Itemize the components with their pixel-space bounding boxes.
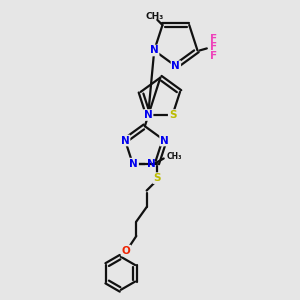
- Text: N: N: [121, 136, 130, 146]
- Text: F: F: [211, 34, 218, 44]
- Text: F: F: [211, 51, 218, 61]
- Text: S: S: [169, 110, 176, 120]
- Text: S: S: [153, 173, 161, 183]
- Text: F: F: [211, 42, 218, 52]
- Text: N: N: [144, 110, 153, 120]
- Text: N: N: [129, 159, 138, 169]
- Text: CH₃: CH₃: [145, 12, 163, 21]
- Text: O: O: [122, 245, 130, 256]
- Text: N: N: [160, 136, 169, 146]
- Text: N: N: [147, 159, 156, 169]
- Text: CH₃: CH₃: [167, 152, 182, 161]
- Text: N: N: [172, 61, 180, 71]
- Text: N: N: [150, 46, 159, 56]
